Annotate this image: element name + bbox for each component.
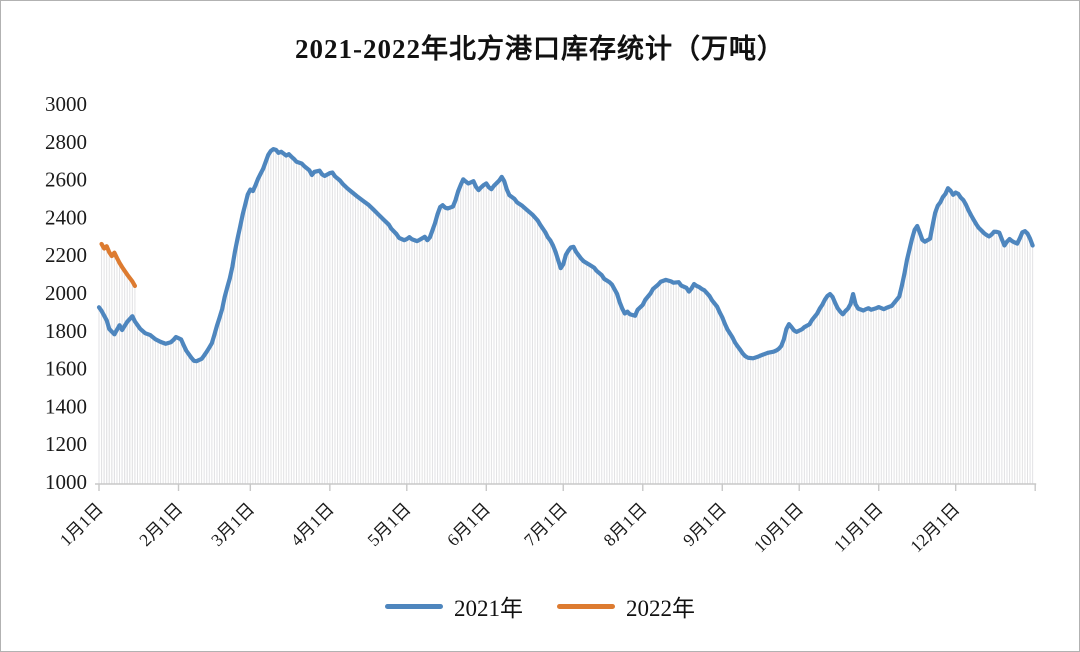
y-axis-tick-label: 2600 xyxy=(45,168,87,192)
x-axis-tick-label: 11月1日 xyxy=(830,499,887,556)
legend-2021-line-swatch xyxy=(385,603,443,609)
legend-2022-label: 2022年 xyxy=(626,596,695,621)
y-axis-tick-label: 1600 xyxy=(45,357,87,381)
y-axis-tick-label: 2200 xyxy=(45,243,87,267)
x-axis-tick-label: 5月1日 xyxy=(363,499,414,550)
x-axis-tick-label: 2月1日 xyxy=(135,499,186,550)
x-axis-tick-label: 4月1日 xyxy=(286,499,337,550)
y-axis-tick-label: 1200 xyxy=(45,432,87,456)
legend-2022-line-swatch xyxy=(557,603,615,609)
legend-item-2021: 2021年 xyxy=(385,589,523,623)
x-axis-tick-label: 7月1日 xyxy=(520,499,571,550)
y-axis-tick-label: 1800 xyxy=(45,319,87,343)
legend-2021-label: 2021年 xyxy=(454,596,523,621)
x-axis-tick-label: 9月1日 xyxy=(679,499,730,550)
y-axis-tick-label: 3000 xyxy=(45,92,87,116)
chart-title: 2021-2022年北方港口库存统计（万吨） xyxy=(295,34,785,64)
series-line-2022年 xyxy=(99,241,138,289)
y-axis-tick-label: 2800 xyxy=(45,130,87,154)
y-axis-tick-label: 1400 xyxy=(45,394,87,418)
x-axis-tick-label: 1月1日 xyxy=(56,499,107,550)
y-axis-tick-label: 1000 xyxy=(45,470,87,494)
y-axis-tick-label: 2400 xyxy=(45,205,87,229)
x-axis-tick-label: 3月1日 xyxy=(207,499,258,550)
legend-item-2022: 2022年 xyxy=(557,589,695,623)
x-axis-tick-label: 10月1日 xyxy=(750,499,807,556)
y-axis-tick-label: 2000 xyxy=(45,281,87,305)
legend: 2021年 2022年 xyxy=(1,589,1079,623)
drop-lines xyxy=(98,149,1034,484)
series-line-2021年 xyxy=(96,146,1035,364)
x-axis-tick-label: 6月1日 xyxy=(443,499,494,550)
x-axis-tick-label: 12月1日 xyxy=(906,499,963,556)
x-axis-tick-label: 8月1日 xyxy=(599,499,650,550)
